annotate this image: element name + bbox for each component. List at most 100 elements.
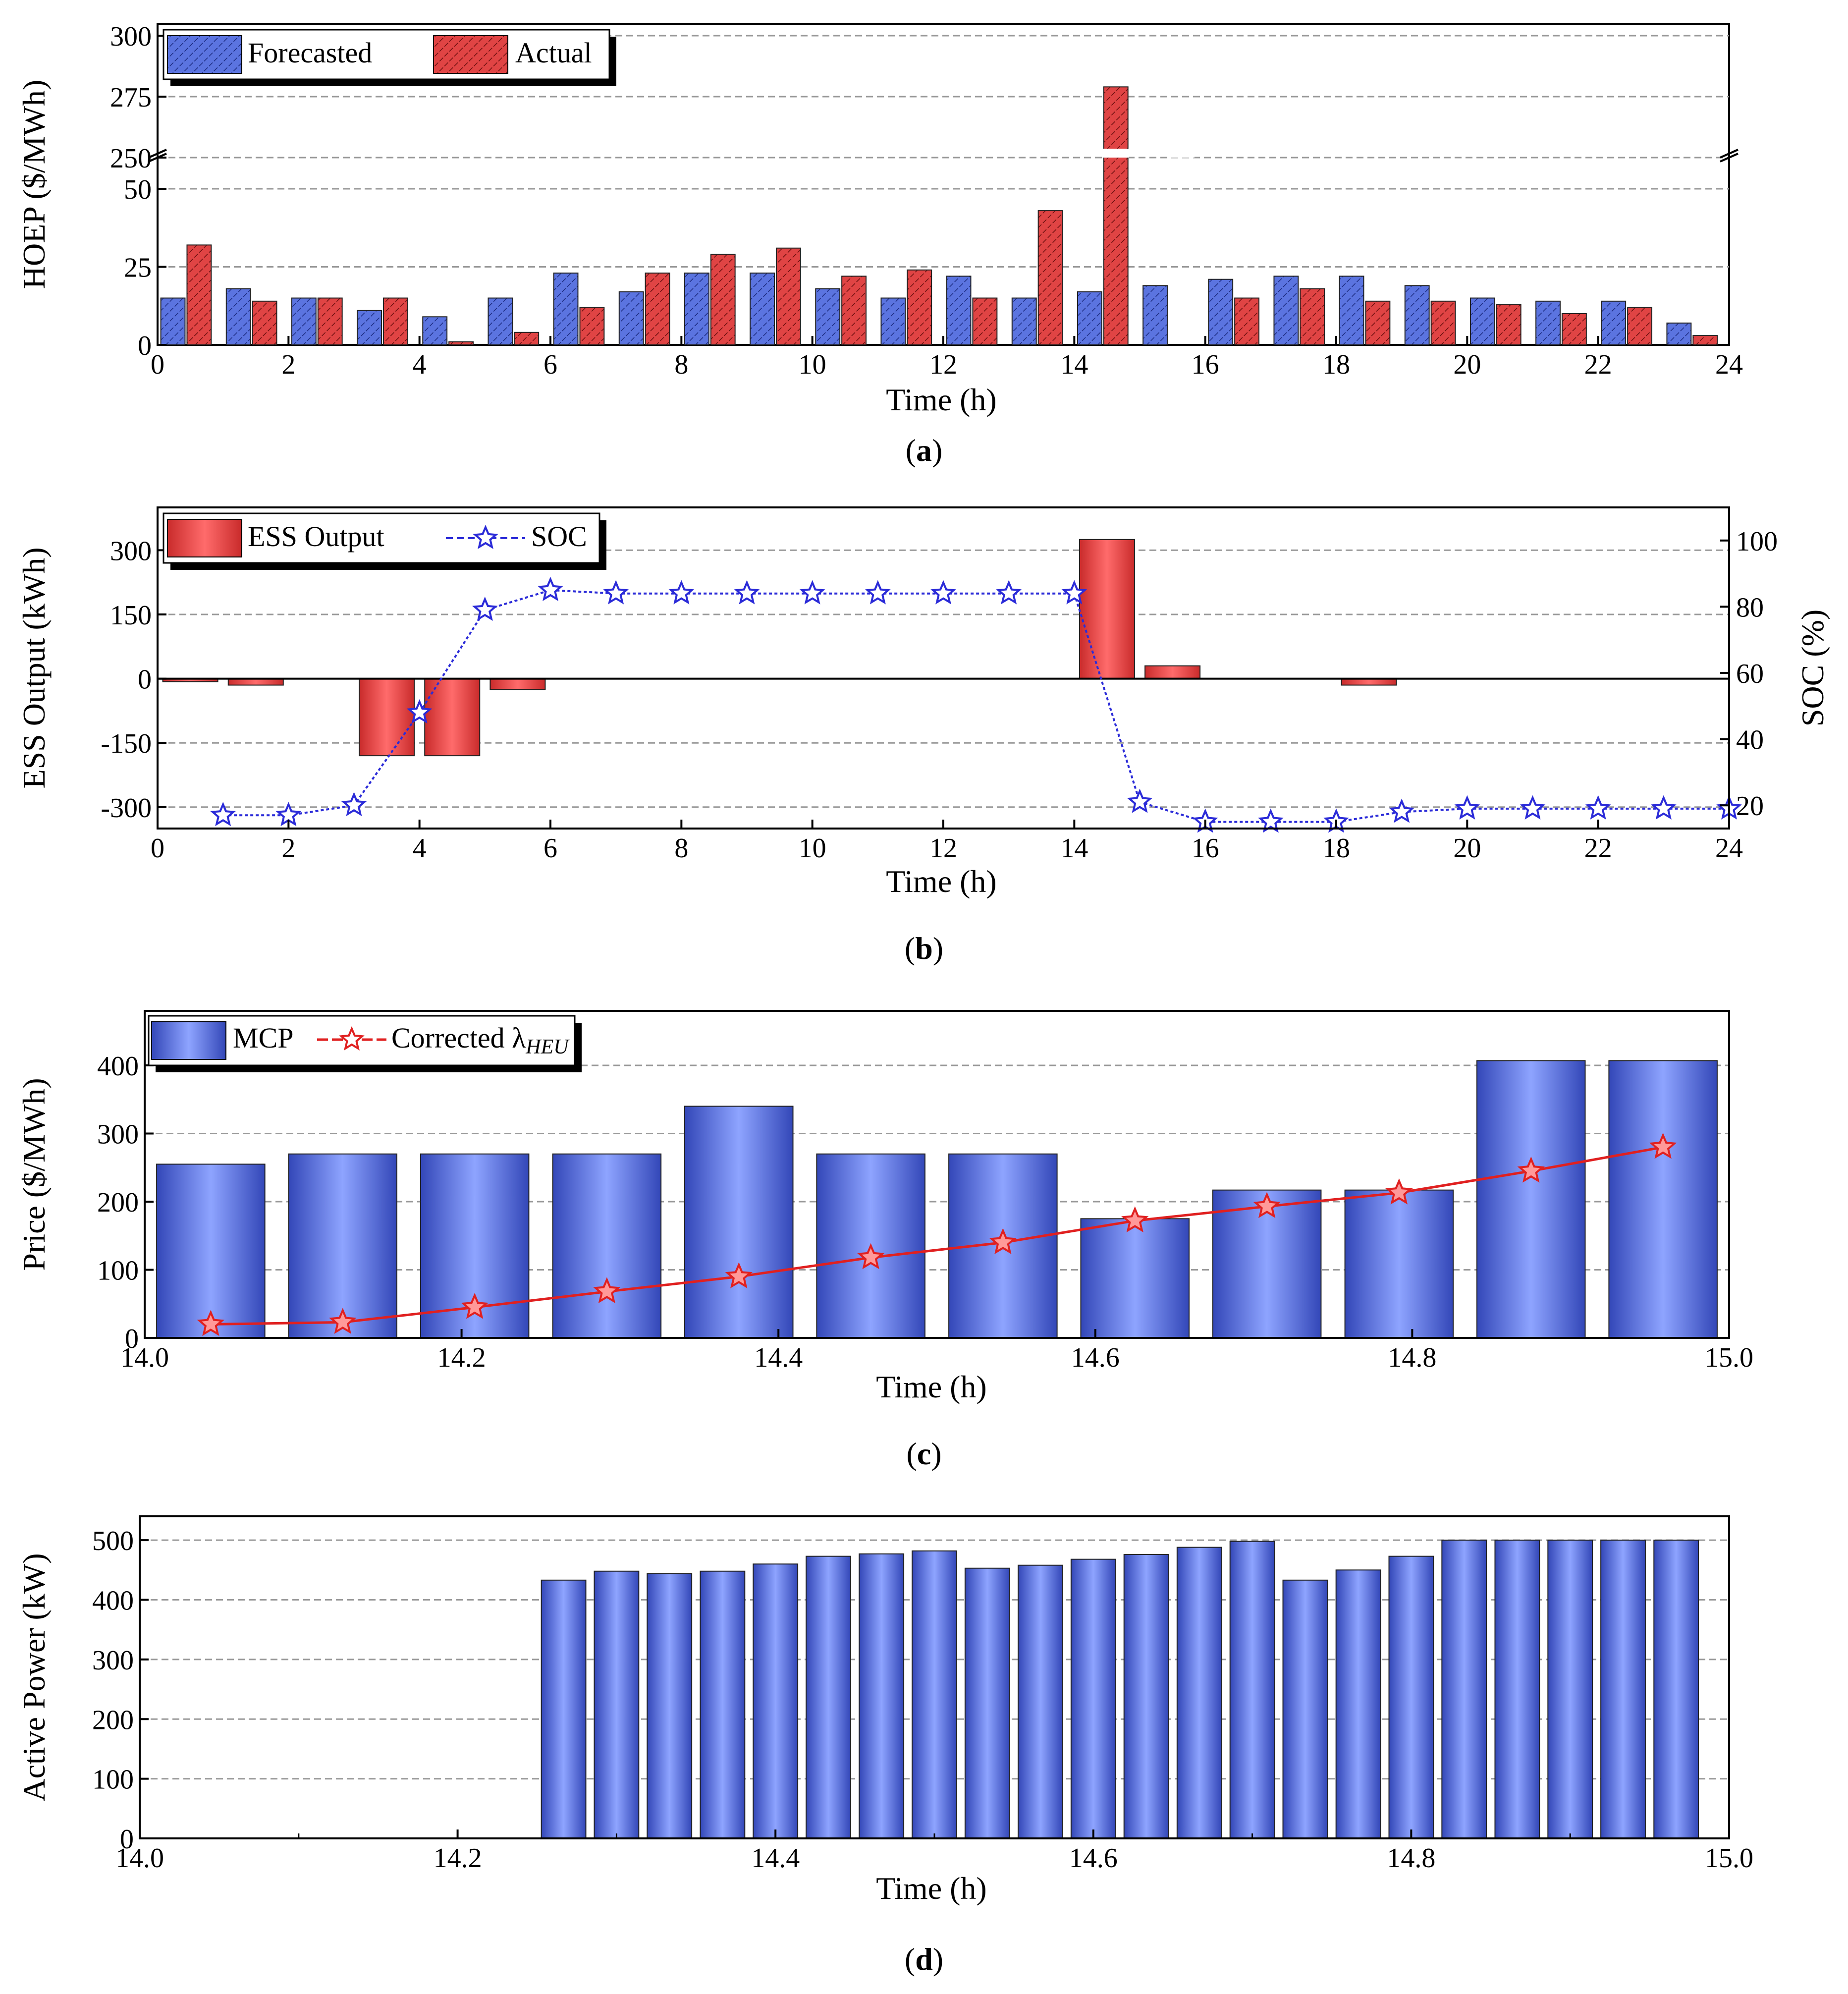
panel-c: 0 100 200 300 400 14.0 14.2 14.4 14.6 14.8 15.0 M…: [16, 1010, 1753, 1471]
active-power-bar: [1653, 1540, 1699, 1839]
panel-b-x-tick-label: 12: [929, 833, 957, 864]
ess-output-bar: [489, 678, 546, 690]
active-power-bar: [700, 1570, 746, 1839]
active-power-bar: [1070, 1558, 1116, 1839]
active-power-bar: [1282, 1579, 1328, 1839]
panel-a-x-tick-label: 10: [799, 349, 826, 380]
panel-b-x-tick-label: 22: [1584, 833, 1612, 864]
actual-bar: [710, 254, 736, 345]
forecasted-bar: [553, 273, 579, 345]
actual-bar: [1234, 297, 1260, 345]
forecasted-bar: [1535, 300, 1561, 345]
panel-a-x-tick-label: 6: [544, 349, 557, 380]
mcp-bar: [288, 1153, 398, 1338]
panel-d-y-tick-label: 100: [92, 1765, 134, 1795]
soc-marker: [1127, 788, 1153, 813]
soc-marker: [406, 699, 433, 724]
ess-output-bar: [424, 678, 481, 757]
soc-marker: [472, 596, 498, 621]
forecasted-bar: [1011, 297, 1037, 345]
active-power-bar: [1229, 1541, 1275, 1839]
actual-bar: [317, 297, 343, 345]
legend-mcp-label: MCP: [233, 1022, 294, 1054]
forecasted-bar: [357, 310, 382, 346]
panel-b-caption-letter: b: [915, 931, 933, 966]
panel-c-y-tick-label: 400: [97, 1051, 139, 1082]
actual-bar: [448, 341, 474, 346]
ess-output-bar: [1144, 665, 1201, 679]
mcp-bar: [1080, 1218, 1190, 1338]
actual-bar: [1300, 288, 1325, 345]
legend-lambda-text: Corrected λ: [391, 1022, 526, 1054]
actual-bar: [907, 269, 932, 345]
lambda-marker: [1121, 1206, 1149, 1233]
panel-d-y-tick-label: 0: [120, 1824, 134, 1855]
active-power-bar: [1388, 1555, 1434, 1839]
active-power-bar: [1176, 1547, 1222, 1839]
soc-marker: [668, 580, 695, 605]
forecasted-bar: [1339, 276, 1364, 346]
panel-b-x-tick-label: 8: [674, 833, 688, 864]
panel-b-x-tick-label: 0: [151, 833, 164, 864]
forecasted-bar: [1404, 285, 1430, 345]
panel-d-bars: [541, 1540, 1699, 1839]
actual-bar: [841, 276, 867, 346]
bar-break-gap: [1168, 149, 1195, 158]
panel-d-x-tick-label: 14.2: [434, 1843, 482, 1874]
panel-d-y-tick-label: 300: [92, 1645, 134, 1676]
actual-bar: [775, 247, 801, 346]
panel-b-x-tick-label: 20: [1453, 833, 1481, 864]
panel-b-bars: [162, 539, 1397, 757]
ess-output-bar: [359, 678, 415, 757]
panel-b-y-tick-label: -300: [101, 793, 152, 824]
soc-marker: [1061, 580, 1087, 605]
panel-b-x-tick-label: 10: [799, 833, 826, 864]
panel-a-y-tick-label: 25: [124, 253, 152, 283]
lambda-marker: [197, 1310, 225, 1336]
panel-c-x-tick-label: 15.0: [1705, 1342, 1753, 1373]
legend-forecasted-label: Forecasted: [248, 37, 372, 69]
panel-c-legend: MCP Corrected λHEU: [148, 1015, 582, 1072]
legend-lambda-label: Corrected λHEU: [391, 1022, 570, 1058]
panel-b-y2-ticks: 20 40 60 80 100: [1720, 526, 1778, 822]
panel-d-x-tick-label: 15.0: [1705, 1843, 1753, 1874]
forecasted-bar: [946, 276, 972, 346]
panel-b-y2-tick-label: 100: [1736, 526, 1778, 557]
legend-ess-swatch: [167, 519, 242, 557]
active-power-bar: [1547, 1540, 1593, 1839]
panel-b-x-tick-label: 16: [1192, 833, 1219, 864]
soc-marker: [210, 802, 236, 827]
legend-forecasted-swatch: [167, 35, 242, 74]
lambda-marker: [593, 1277, 621, 1304]
forecasted-bar: [1142, 285, 1168, 345]
panel-b-x-tick-label: 6: [544, 833, 557, 864]
actual-bar: [645, 273, 670, 345]
panel-b-y2-tick-label: 40: [1736, 725, 1764, 756]
panel-c-y-tick-label: 300: [97, 1119, 139, 1150]
panel-b-caption: (b): [905, 931, 943, 966]
legend-actual-label: Actual: [515, 37, 592, 69]
actual-bar: [972, 297, 998, 345]
panel-b-x-tick-label: 2: [281, 833, 295, 864]
legend-lambda-subscript: HEU: [525, 1036, 570, 1058]
mcp-bar: [1608, 1060, 1718, 1338]
panel-b-y2-tick-label: 20: [1736, 791, 1764, 822]
panel-b-x-tick-label: 24: [1715, 833, 1743, 864]
forecasted-bar: [618, 291, 644, 346]
panel-b-y2-label: SOC (%): [1795, 609, 1830, 726]
panel-d: 0 100 200 300 400 500 14.0 14.2 14.4 14.6 14.8 15.…: [16, 1515, 1753, 1977]
panel-a-x-tick-label: 0: [151, 349, 164, 380]
lambda-marker: [1253, 1192, 1281, 1219]
ess-output-bar: [1079, 539, 1135, 679]
actual-bar: [514, 332, 540, 345]
panel-a-y-tick-label: 0: [138, 331, 152, 361]
soc-marker: [734, 580, 760, 605]
forecasted-bar: [422, 316, 448, 345]
panel-a-y-tick-label: 300: [110, 21, 152, 52]
actual-bar: [1365, 300, 1391, 345]
panel-a-y-tick-label: 275: [110, 82, 152, 113]
forecasted-bar: [225, 288, 251, 345]
panel-a-x-label: Time (h): [886, 382, 996, 417]
